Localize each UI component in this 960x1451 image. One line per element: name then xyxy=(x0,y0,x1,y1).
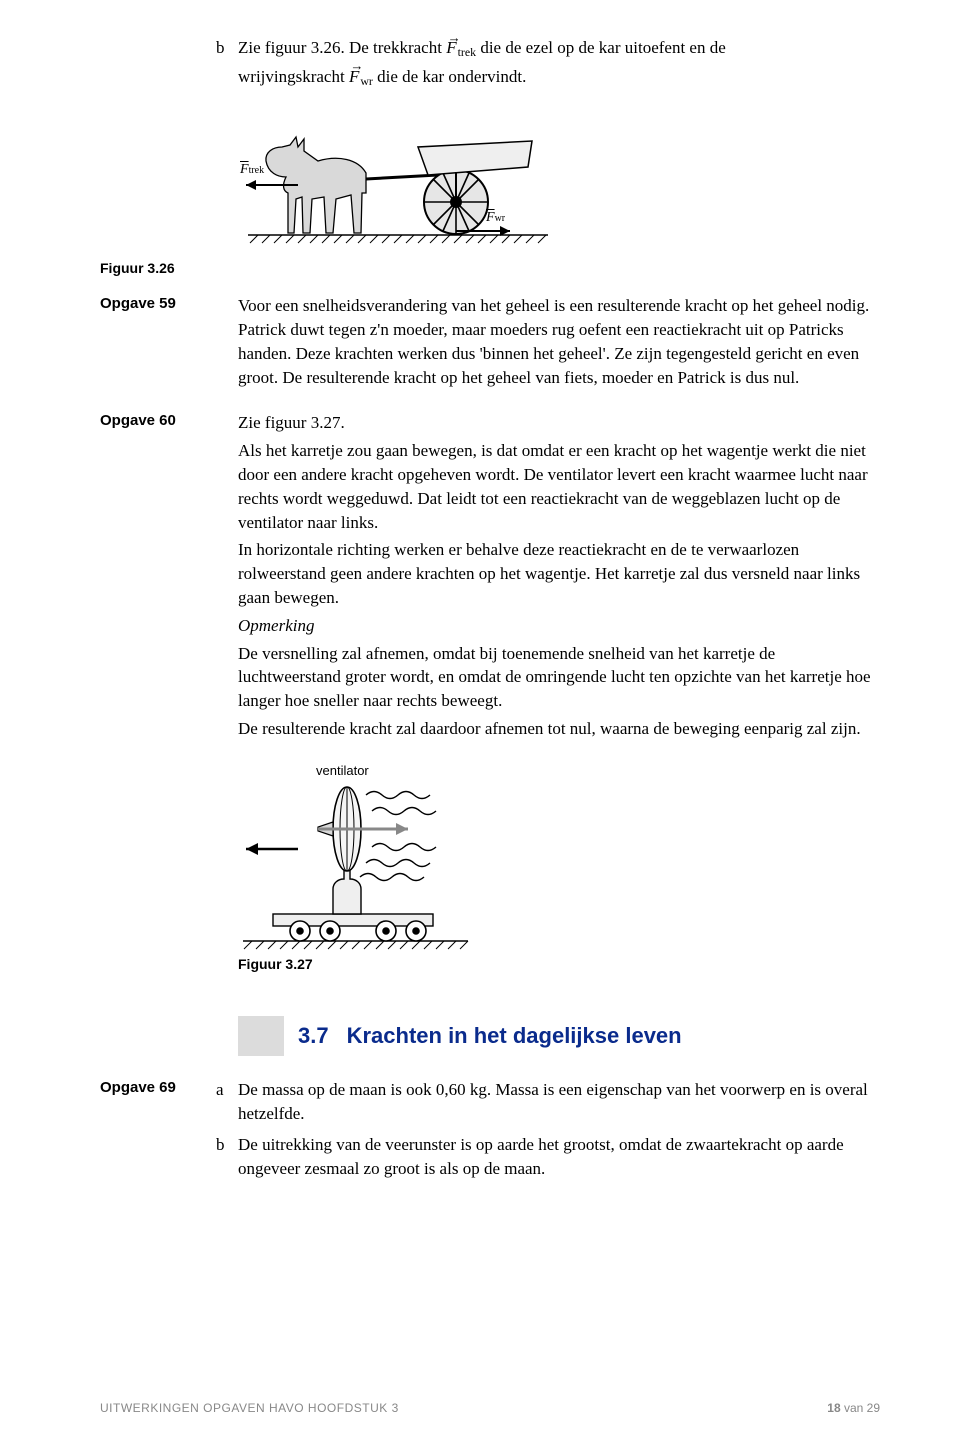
section-title: Krachten in het dagelijkse leven xyxy=(347,1016,682,1056)
fan-cart-illustration xyxy=(238,759,473,954)
opgave-60-p2: In horizontale richting werken er behalv… xyxy=(238,538,880,609)
label-Fwr: Fwr xyxy=(486,210,505,226)
footer-title: UITWERKINGEN OPGAVEN HAVO HOOFDSTUK 3 xyxy=(100,1401,399,1415)
opgave-60-p3: De versnelling zal afnemen, omdat bij to… xyxy=(238,642,880,713)
item-b-line1: Zie figuur 3.26. De trekkracht → Ftrek d… xyxy=(238,36,880,61)
opgave-60-p4: De resulterende kracht zal daardoor afne… xyxy=(238,717,880,741)
opgave-69-label: Opgave 69 xyxy=(100,1078,216,1098)
section-heading: 3.7 Krachten in het dagelijkse leven xyxy=(238,1016,880,1056)
footer-page: 18 van 29 xyxy=(827,1401,880,1415)
vector-Ftrek: → Ftrek xyxy=(446,36,476,61)
opgave-59-text: Voor een snelheidsverandering van het ge… xyxy=(238,294,880,389)
opgave-60-lead: Zie figuur 3.27. xyxy=(238,411,880,435)
opgave-60-p1: Als het karretje zou gaan bewegen, is da… xyxy=(238,439,880,534)
donkey-cart-illustration xyxy=(238,107,558,252)
figure-3-27-caption: Figuur 3.27 xyxy=(238,956,880,972)
opgave-60-opmerking-head: Opmerking xyxy=(238,614,880,638)
opgave-69-b-text: De uitrekking van de veerunster is op aa… xyxy=(238,1133,880,1181)
list-letter: b xyxy=(216,1133,238,1157)
opgave-59-label: Opgave 59 xyxy=(100,294,216,314)
label-Ftrek: Ftrek xyxy=(240,162,264,178)
list-letter: a xyxy=(216,1078,238,1102)
ventilator-label: ventilator xyxy=(316,763,369,778)
section-number: 3.7 xyxy=(284,1016,347,1056)
page-footer: UITWERKINGEN OPGAVEN HAVO HOOFDSTUK 3 18… xyxy=(0,1401,960,1415)
section-stub xyxy=(238,1016,284,1056)
figure-3-26: Ftrek Fwr xyxy=(238,107,880,252)
item-b-line2: wrijvingskracht → Fwr die de kar ondervi… xyxy=(238,65,880,90)
figure-3-27: ventilator Figuur 3.27 xyxy=(238,759,880,972)
opgave-69-a-text: De massa op de maan is ook 0,60 kg. Mass… xyxy=(238,1078,880,1126)
figure-3-26-caption: Figuur 3.26 xyxy=(100,260,880,276)
vector-Fwr: → Fwr xyxy=(349,65,373,90)
list-letter: b xyxy=(216,36,238,60)
opgave-60-label: Opgave 60 xyxy=(100,411,216,431)
